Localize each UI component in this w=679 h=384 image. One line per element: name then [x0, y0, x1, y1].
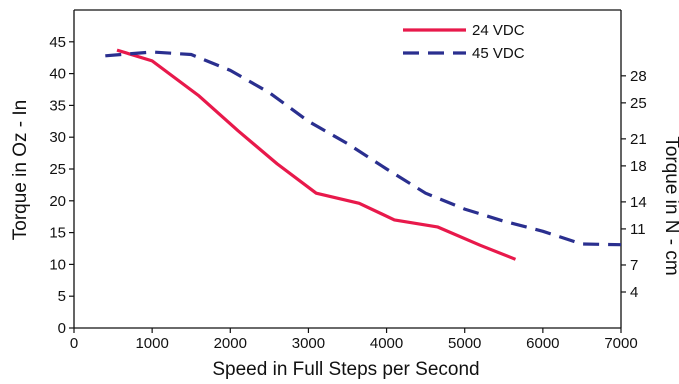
- x-tick-label: 3000: [292, 335, 325, 352]
- y-tick-label-right: 21: [630, 131, 647, 148]
- y-axis-label-right: Torque in N - cm: [661, 136, 679, 275]
- y-tick-label-left: 35: [49, 97, 66, 114]
- y-tick-label-right: 4: [630, 284, 638, 301]
- y-tick-label-left: 10: [49, 256, 66, 273]
- y-tick-label-left: 40: [49, 66, 66, 83]
- legend-label: 45 VDC: [472, 45, 525, 62]
- y-tick-label-left: 30: [49, 129, 66, 146]
- y-tick-label-right: 18: [630, 158, 647, 175]
- series-line-24vdc: [116, 48, 517, 261]
- x-tick-label: 0: [70, 335, 78, 352]
- y-tick-label-left: 45: [49, 34, 66, 51]
- y-tick-label-right: 14: [630, 194, 647, 211]
- legend-background: [398, 16, 613, 68]
- x-tick-label: 1000: [135, 335, 168, 352]
- y-tick-label-left: 5: [58, 288, 66, 305]
- x-tick-label: 2000: [214, 335, 247, 352]
- legend: 24 VDC 45 VDC: [398, 16, 613, 68]
- y-tick-label-right: 7: [630, 257, 638, 274]
- x-tick-label: 4000: [370, 335, 403, 352]
- y-axis-label-left: Torque in Oz - In: [10, 100, 31, 240]
- series-line-45vdc: [105, 50, 622, 247]
- x-axis-label: Speed in Full Steps per Second: [212, 359, 479, 380]
- axes-layer: 0 1000 2000 3000 4000 5000 6000 7000 0 5 10 15 20 25 3…: [49, 9, 647, 352]
- y-tick-label-right: 11: [630, 221, 646, 238]
- y-tick-label-left: 20: [49, 193, 66, 210]
- x-tick-label: 6000: [526, 335, 559, 352]
- y-tick-label-left: 25: [49, 161, 66, 178]
- y-tick-label-left: 15: [49, 225, 66, 242]
- x-tick-label: 5000: [448, 335, 481, 352]
- legend-label: 24 VDC: [472, 22, 525, 39]
- y-tick-label-right: 28: [630, 68, 647, 85]
- y-tick-label-right: 25: [630, 95, 647, 112]
- y-tick-label-left: 0: [58, 320, 66, 337]
- series-layer: [105, 48, 622, 261]
- x-tick-label: 7000: [604, 335, 637, 352]
